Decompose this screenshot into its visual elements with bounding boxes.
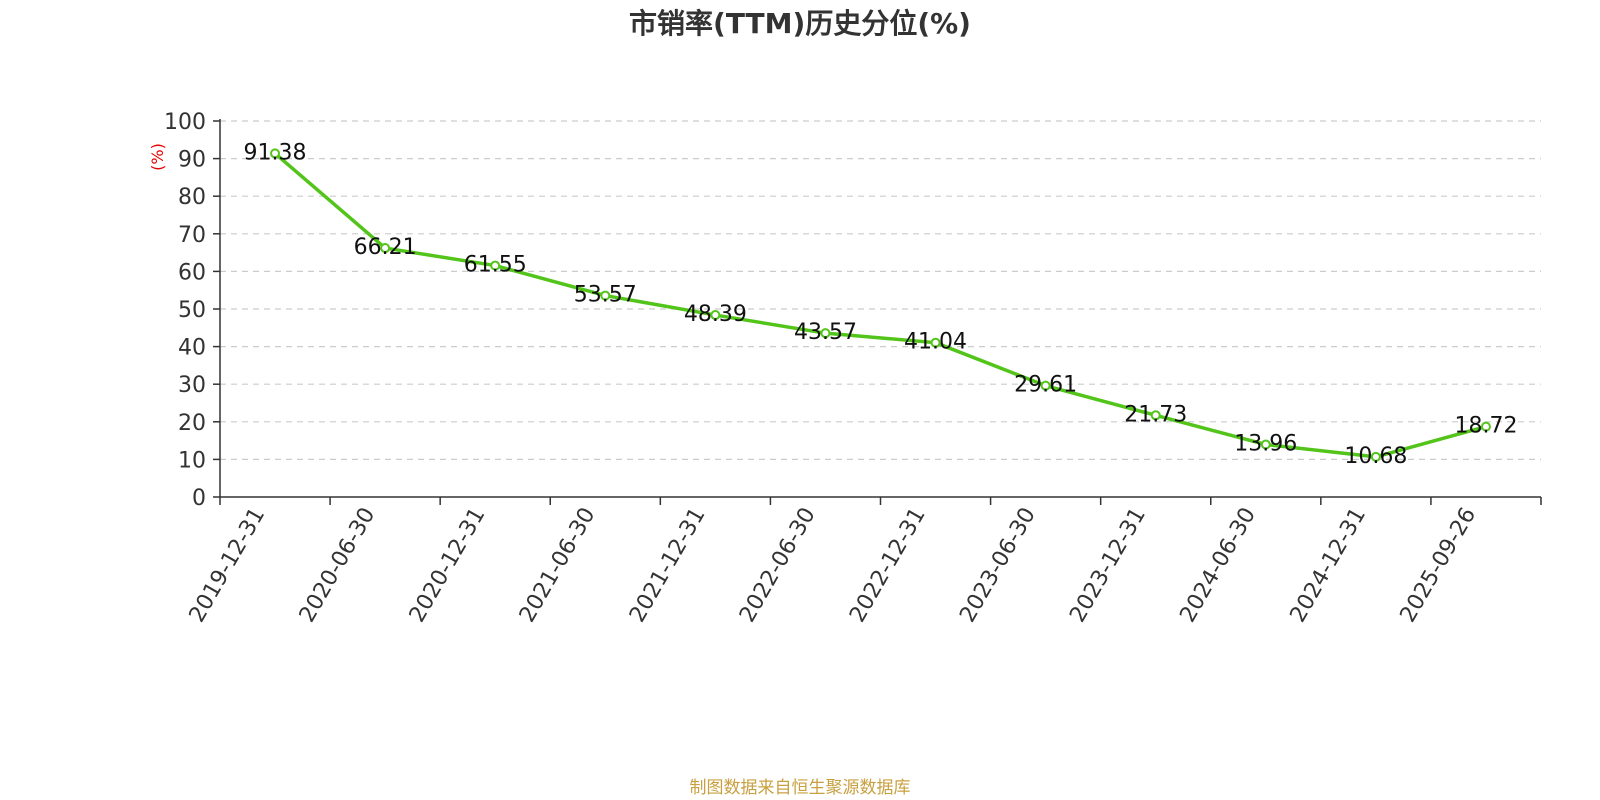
series-line-group [273,151,1488,459]
series-line [273,151,1488,459]
x-tick-label: 2021-12-31 [625,504,711,627]
data-label: 21.73 [1124,402,1187,427]
y-tick-label: 0 [192,486,206,511]
y-tick-label: 10 [178,448,206,473]
y-tick-label: 30 [178,373,206,398]
x-tick-label: 2022-06-30 [735,504,821,627]
data-point [1370,451,1381,462]
y-tick-label: 90 [178,148,206,173]
data-label: 61.55 [464,253,527,278]
y-tick-label: 70 [178,223,206,248]
y-axis-unit-label: (%) [148,143,167,171]
y-tick-label: 20 [178,411,206,436]
data-label: 91.38 [244,140,307,165]
data-point [820,328,831,339]
x-tick-label: 2024-12-31 [1285,504,1371,627]
data-label: 48.39 [684,302,747,327]
y-tick-label: 100 [164,110,206,135]
data-label: 66.21 [354,235,417,260]
data-label: 53.57 [574,283,637,308]
data-point [930,337,941,348]
y-tick-label: 40 [178,336,206,361]
y-tick-label: 60 [178,260,206,285]
data-point [710,310,721,321]
data-label: 18.72 [1454,414,1517,439]
y-tick-label: 80 [178,185,206,210]
x-tick-label: 2021-06-30 [515,504,601,627]
data-point [1150,410,1161,421]
data-point [1480,421,1491,432]
x-tick-label: 2019-12-31 [185,504,271,627]
data-point [270,148,281,159]
x-tick-label: 2023-06-30 [955,504,1041,627]
x-tick-label: 2024-06-30 [1175,504,1261,627]
data-point [1040,380,1051,391]
chart-title: 市销率(TTM)历史分位(%) [629,7,971,40]
data-point [1260,439,1271,450]
x-tick-label: 2020-06-30 [295,504,381,627]
x-tick-label: 2020-12-31 [405,504,491,627]
data-label: 10.68 [1344,444,1407,469]
data-source-footer: 制图数据来自恒生聚源数据库 [690,778,911,798]
data-point [490,260,501,271]
data-point [380,243,391,254]
data-point [600,290,611,301]
grid-lines [220,120,1541,460]
x-tick-label: 2023-12-31 [1065,504,1151,627]
data-label: 13.96 [1234,432,1297,457]
data-label: 43.57 [794,320,857,345]
data-labels: 91.38 66.21 61.55 53.57 48.39 43.57 41.04 29.61… [244,140,1518,468]
data-label: 41.04 [904,330,967,355]
axes: 0 10 20 30 40 50 60 70 80 90 100 2019-12-31 2020-06-… [164,110,1542,627]
x-tick-label: 2025-09-26 [1396,504,1482,627]
data-markers [270,148,1491,462]
data-label: 29.61 [1014,373,1077,398]
y-tick-label: 50 [178,298,206,323]
x-tick-label: 2022-12-31 [845,504,931,627]
